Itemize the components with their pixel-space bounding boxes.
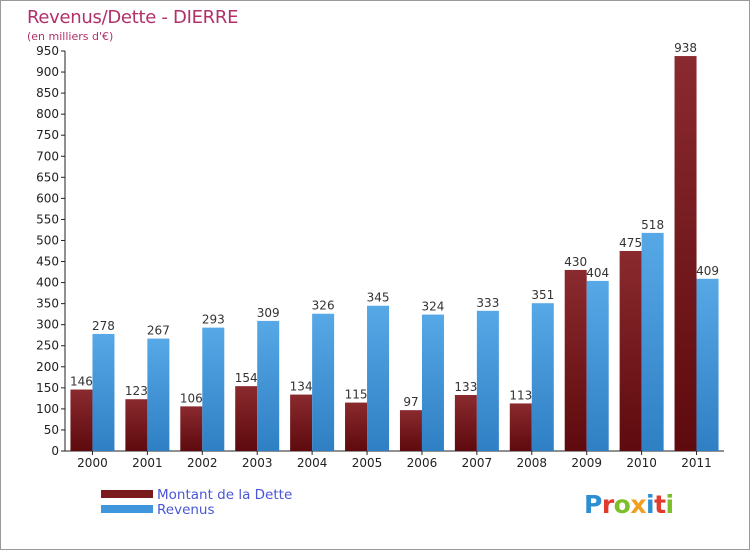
bar-revenus bbox=[367, 305, 390, 451]
y-tick-label: 150 bbox=[36, 381, 59, 395]
data-label-revenus: 404 bbox=[586, 266, 609, 280]
data-label-dette: 97 bbox=[403, 395, 418, 409]
bar-revenus bbox=[586, 280, 609, 451]
data-label-revenus: 324 bbox=[422, 300, 445, 314]
y-tick-label: 350 bbox=[36, 297, 59, 311]
logo-letter: P bbox=[584, 490, 602, 519]
x-tick-label: 2007 bbox=[462, 456, 493, 470]
data-label-dette: 475 bbox=[619, 236, 642, 250]
bar-revenus bbox=[476, 310, 499, 451]
bar-dette bbox=[674, 56, 697, 451]
logo-letter: t bbox=[654, 490, 666, 519]
y-tick-label: 650 bbox=[36, 170, 59, 184]
y-tick-label: 400 bbox=[36, 276, 59, 290]
y-tick-label: 300 bbox=[36, 318, 59, 332]
data-label-dette: 123 bbox=[125, 384, 148, 398]
logo-letter: i bbox=[665, 490, 675, 519]
x-tick-label: 2008 bbox=[517, 456, 548, 470]
y-tick-label: 100 bbox=[36, 402, 59, 416]
bar-revenus bbox=[312, 313, 335, 451]
bar-dette bbox=[345, 402, 368, 451]
data-label-dette: 113 bbox=[509, 388, 532, 402]
y-tick-label: 950 bbox=[36, 44, 59, 58]
chart-subtitle: (en milliers d'€) bbox=[27, 30, 114, 43]
logo-letter: i bbox=[646, 490, 655, 519]
data-label-revenus: 409 bbox=[696, 264, 719, 278]
y-tick-label: 900 bbox=[36, 65, 59, 79]
chart-title: Revenus/Dette - DIERRE bbox=[27, 7, 239, 28]
y-tick-label: 0 bbox=[51, 444, 59, 458]
y-tick-label: 250 bbox=[36, 339, 59, 353]
bar-revenus bbox=[202, 327, 225, 451]
y-tick-label: 450 bbox=[36, 255, 59, 269]
bar-revenus bbox=[147, 338, 170, 451]
x-tick-label: 2006 bbox=[407, 456, 438, 470]
y-tick-label: 500 bbox=[36, 233, 59, 247]
data-label-revenus: 309 bbox=[257, 306, 280, 320]
data-label-revenus: 351 bbox=[531, 288, 554, 302]
bar-dette bbox=[619, 251, 642, 451]
bar-dette bbox=[290, 394, 313, 451]
bar-dette bbox=[454, 395, 477, 451]
data-label-dette: 134 bbox=[290, 380, 313, 394]
y-tick-label: 700 bbox=[36, 149, 59, 163]
y-tick-label: 800 bbox=[36, 107, 59, 121]
x-tick-label: 2010 bbox=[626, 456, 657, 470]
bar-revenus bbox=[92, 333, 115, 451]
data-label-dette: 938 bbox=[674, 41, 697, 55]
x-tick-label: 2009 bbox=[571, 456, 602, 470]
x-tick-label: 2011 bbox=[681, 456, 712, 470]
data-label-dette: 154 bbox=[235, 371, 258, 385]
bar-revenus bbox=[421, 314, 444, 451]
x-tick-label: 2004 bbox=[297, 456, 328, 470]
data-label-dette: 106 bbox=[180, 391, 203, 405]
legend-swatch-dette bbox=[101, 490, 153, 498]
data-label-revenus: 293 bbox=[202, 313, 225, 327]
data-label-dette: 133 bbox=[454, 380, 477, 394]
bar-revenus bbox=[696, 278, 719, 451]
proxiti-logo: Proxiti bbox=[584, 490, 674, 519]
y-tick-label: 50 bbox=[44, 423, 59, 437]
y-tick-label: 200 bbox=[36, 360, 59, 374]
y-tick-label: 550 bbox=[36, 212, 59, 226]
logo-letter: o bbox=[613, 490, 631, 519]
data-label-dette: 430 bbox=[564, 255, 587, 269]
logo-letter: x bbox=[630, 490, 646, 519]
data-label-revenus: 326 bbox=[312, 299, 335, 313]
bar-revenus bbox=[531, 303, 554, 451]
x-tick-label: 2000 bbox=[77, 456, 108, 470]
y-tick-label: 750 bbox=[36, 128, 59, 142]
data-label-revenus: 267 bbox=[147, 324, 170, 338]
bar-revenus bbox=[641, 232, 664, 451]
legend-swatch-revenus bbox=[101, 505, 153, 513]
x-tick-label: 2005 bbox=[352, 456, 383, 470]
bar-revenus bbox=[257, 320, 280, 451]
data-label-revenus: 278 bbox=[92, 319, 115, 333]
data-label-revenus: 333 bbox=[476, 296, 499, 310]
data-label-dette: 146 bbox=[70, 375, 93, 389]
data-label-revenus: 518 bbox=[641, 218, 664, 232]
legend-label-dette: Montant de la Dette bbox=[157, 487, 293, 503]
x-tick-label: 2003 bbox=[242, 456, 273, 470]
y-tick-label: 850 bbox=[36, 86, 59, 100]
bar-dette bbox=[180, 406, 203, 451]
bar-dette bbox=[125, 399, 148, 451]
bar-dette bbox=[235, 386, 258, 451]
data-label-dette: 115 bbox=[345, 388, 368, 402]
y-tick-label: 600 bbox=[36, 191, 59, 205]
bar-dette bbox=[509, 403, 532, 451]
x-tick-label: 2001 bbox=[132, 456, 163, 470]
x-tick-label: 2002 bbox=[187, 456, 218, 470]
bar-dette bbox=[70, 389, 93, 451]
bar-dette bbox=[564, 269, 587, 451]
data-label-revenus: 345 bbox=[367, 291, 390, 305]
legend-label-revenus: Revenus bbox=[157, 502, 215, 518]
bar-dette bbox=[399, 410, 422, 451]
logo-letter: r bbox=[601, 490, 614, 519]
